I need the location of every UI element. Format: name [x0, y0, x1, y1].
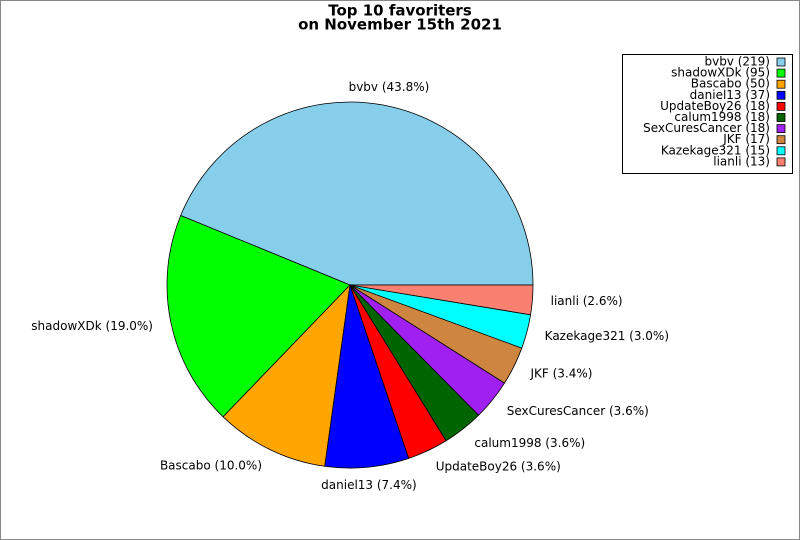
- legend-swatch: [776, 124, 786, 133]
- slice-label: daniel13 (7.4%): [321, 478, 417, 492]
- slice-label: UpdateBoy26 (3.6%): [436, 460, 561, 474]
- legend-label: calum1998 (18): [674, 110, 770, 124]
- chart-title: Top 10 favoriters: [328, 2, 472, 20]
- pie-slice: [180, 101, 534, 286]
- legend-label: JKF (17): [722, 132, 770, 146]
- slice-label: Bascabo (10.0%): [160, 459, 262, 473]
- legend-label: shadowXDk (95): [671, 66, 770, 80]
- slice-label: shadowXDk (19.0%): [31, 319, 153, 333]
- legend-swatch: [776, 57, 786, 67]
- chart-title: on November 15th 2021: [298, 16, 502, 34]
- legend-label: UpdateBoy26 (18): [660, 99, 770, 113]
- pie-slice: [349, 284, 534, 316]
- slice-label: JKF (3.4%): [529, 367, 592, 381]
- legend-label: daniel13 (37): [690, 88, 770, 102]
- slice-label: SexCuresCancer (3.6%): [507, 404, 649, 418]
- legend-swatch: [776, 90, 786, 100]
- pie-slice: [166, 214, 351, 418]
- slice-label: Kazekage321 (3.0%): [545, 329, 669, 343]
- legend-swatch: [776, 113, 786, 122]
- slice-label: bvbv (43.8%): [349, 80, 430, 94]
- legend-box: [622, 54, 793, 174]
- legend-label: bvbv (219): [704, 55, 770, 69]
- legend-label: Kazekage321 (15): [661, 143, 770, 157]
- slice-label: lianli (2.6%): [551, 294, 623, 308]
- legend-label: Bascabo (50): [691, 77, 770, 91]
- legend-swatch: [776, 102, 786, 111]
- pie-slice: [222, 283, 351, 467]
- legend-swatch: [776, 68, 786, 78]
- legend-swatch: [776, 79, 786, 89]
- legend-swatch: [776, 146, 786, 156]
- legend-swatch: [776, 135, 786, 145]
- legend-swatch: [776, 157, 786, 167]
- legend-label: SexCuresCancer (18): [643, 121, 770, 135]
- legend-label: lianli (13): [713, 154, 770, 168]
- slice-label: calum1998 (3.6%): [474, 436, 585, 450]
